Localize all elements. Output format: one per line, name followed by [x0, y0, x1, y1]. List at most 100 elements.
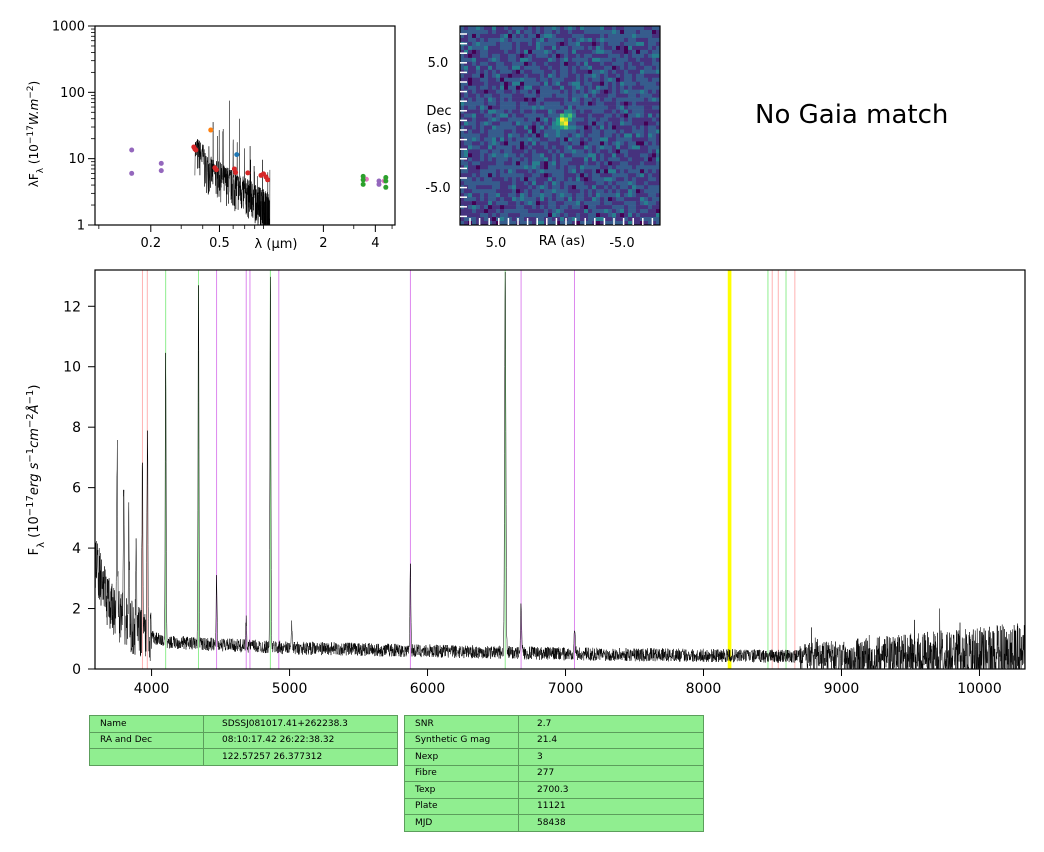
cutout-pixel: [516, 97, 521, 102]
cutout-pixel: [472, 109, 477, 114]
cutout-pixel: [648, 137, 653, 142]
cutout-pixel: [596, 45, 601, 51]
cutout-pixel: [628, 105, 633, 110]
cutout-pixel: [508, 157, 513, 162]
cutout-pixel: [504, 165, 509, 170]
cutout-pixel: [532, 77, 537, 83]
cutout-pixel: [524, 153, 529, 158]
cutout-pixel: [572, 141, 577, 146]
cutout-pixel: [476, 141, 481, 146]
cutout-pixel: [600, 81, 605, 86]
cutout-pixel: [500, 153, 505, 158]
cutout-pixel: [544, 105, 549, 110]
cutout-pixel: [564, 185, 569, 190]
cutout-pixel: [608, 37, 613, 43]
cutout-pixel: [492, 209, 497, 214]
cutout-pixel: [472, 89, 477, 94]
cutout-pixel: [560, 201, 565, 206]
cutout-pixel: [548, 105, 553, 110]
cutout-pixel: [472, 185, 477, 190]
cutout-pixel: [580, 181, 585, 186]
cutout-ylabel-line2: (as): [427, 121, 452, 136]
cutout-pixel: [592, 37, 597, 43]
cutout-pixel: [628, 221, 633, 226]
cutout-pixel: [528, 177, 533, 182]
cutout-pixel: [576, 201, 581, 206]
cutout-pixel: [520, 217, 525, 222]
cutout-pixel: [536, 145, 541, 150]
cutout-pixel: [616, 153, 621, 158]
cutout-pixel: [604, 29, 609, 35]
cutout-pixel: [476, 53, 481, 59]
cutout-pixel: [472, 53, 477, 59]
cutout-pixel: [516, 185, 521, 190]
cutout-pixel: [540, 177, 545, 182]
cutout-pixel: [556, 141, 561, 146]
cutout-pixel: [572, 133, 577, 138]
cutout-pixel: [644, 125, 649, 130]
cutout-pixel: [572, 45, 577, 51]
cutout-pixel: [612, 121, 617, 126]
cutout-pixel: [632, 181, 637, 186]
cutout-pixel: [544, 121, 549, 126]
cutout-pixel: [468, 73, 473, 79]
cutout-pixel: [532, 157, 537, 162]
cutout-pixel: [592, 213, 597, 218]
cutout-pixel: [560, 49, 565, 55]
cutout-pixel: [652, 45, 657, 51]
cutout-pixel: [604, 161, 609, 166]
cutout-pixel: [552, 165, 557, 170]
cutout-pixel: [604, 77, 609, 83]
cutout-pixel: [572, 213, 577, 218]
cutout-pixel: [636, 57, 641, 63]
cutout-pixel: [600, 49, 605, 55]
cutout-pixel: [568, 217, 573, 222]
cutout-pixel: [512, 65, 517, 71]
cutout-pixel: [644, 185, 649, 190]
cutout-pixel: [464, 125, 469, 130]
cutout-pixel: [588, 93, 593, 98]
cutout-pixel: [588, 65, 593, 71]
cutout-pixel: [584, 57, 589, 63]
cutout-pixel: [616, 209, 621, 214]
cutout-pixel: [556, 26, 561, 31]
cutout-pixel: [588, 33, 593, 39]
cutout-pixel: [564, 201, 569, 206]
cutout-pixel: [488, 81, 493, 86]
cutout-pixel: [636, 53, 641, 59]
cutout-pixel: [468, 121, 473, 126]
cutout-pixel: [508, 29, 513, 35]
cutout-pixel: [616, 213, 621, 218]
cutout-pixel: [464, 37, 469, 43]
cutout-pixel: [576, 181, 581, 186]
cutout-pixel: [492, 45, 497, 51]
cutout-pixel: [564, 177, 569, 182]
cutout-pixel: [480, 137, 485, 142]
cutout-pixel: [472, 101, 477, 106]
cutout-pixel: [528, 37, 533, 43]
cutout-pixel: [632, 61, 637, 67]
cutout-pixel: [572, 65, 577, 71]
cutout-pixel: [464, 221, 469, 226]
cutout-pixel: [476, 109, 481, 114]
cutout-pixel: [560, 145, 565, 150]
cutout-pixel: [568, 49, 573, 55]
cutout-pixel: [480, 101, 485, 106]
cutout-pixel: [652, 53, 657, 59]
cutout-pixel: [516, 77, 521, 83]
cutout-pixel: [556, 205, 561, 210]
cutout-pixel: [600, 65, 605, 71]
cutout-pixel: [652, 49, 657, 55]
cutout-pixel: [520, 85, 525, 90]
cutout-pixel: [520, 165, 525, 170]
cutout-pixel: [552, 193, 557, 198]
cutout-pixel: [624, 165, 629, 170]
cutout-pixel: [636, 149, 641, 154]
cutout-pixel: [556, 221, 561, 226]
cutout-pixel: [624, 57, 629, 63]
cutout-pixel: [528, 217, 533, 222]
cutout-pixel: [608, 149, 613, 154]
cutout-pixel: [596, 26, 601, 31]
cutout-pixel: [496, 149, 501, 154]
cutout-pixel: [544, 205, 549, 210]
